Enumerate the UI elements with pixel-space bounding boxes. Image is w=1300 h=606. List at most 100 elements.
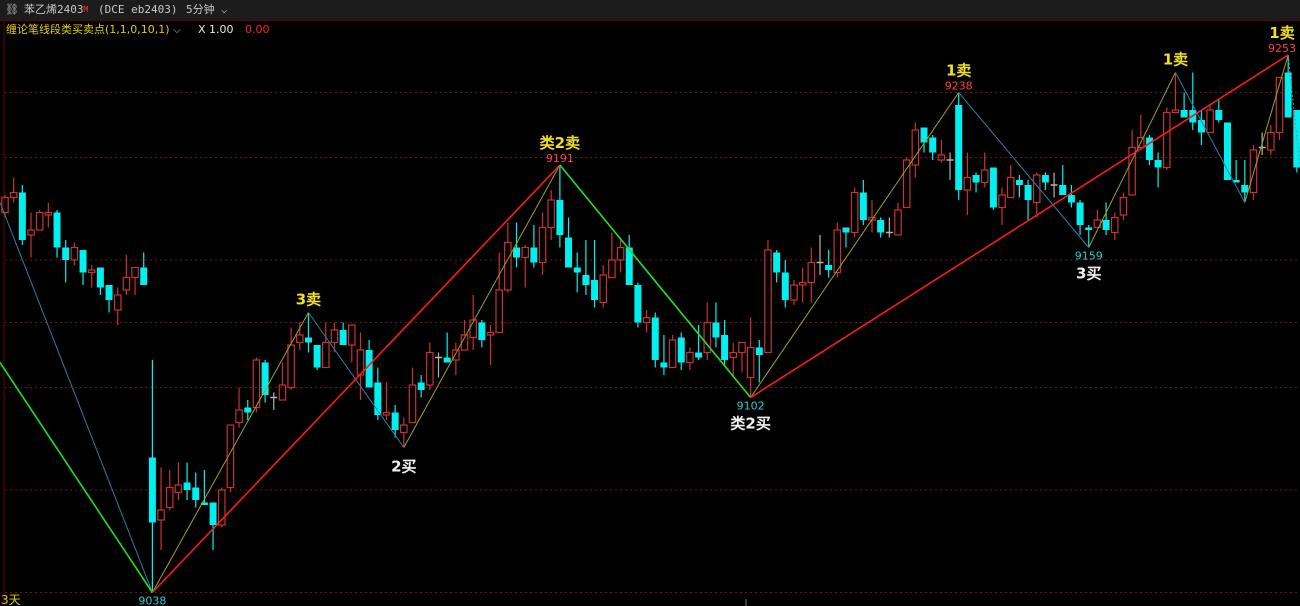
pivot-low-price: 9038 — [138, 595, 166, 606]
candle — [183, 462, 191, 500]
candle-body — [937, 154, 946, 161]
candle-body — [998, 194, 1006, 209]
period-selector[interactable]: 5分钟 ⌵ — [186, 0, 227, 21]
candle — [902, 157, 911, 209]
candle — [313, 345, 321, 370]
candle — [87, 265, 96, 288]
chevron-down-icon: ⌵ — [221, 5, 228, 16]
indicator-selector[interactable]: 缠论笔线段类买卖点(1,1,0,10,1) ⌵ — [6, 21, 181, 39]
candle — [790, 280, 798, 305]
candle — [850, 187, 859, 238]
candle — [330, 322, 339, 353]
candle — [504, 222, 512, 293]
candle — [270, 392, 278, 410]
candle-body — [877, 220, 885, 233]
exchange-code: (DCE eb2403) — [98, 3, 178, 16]
candle — [616, 237, 625, 273]
candle-body — [599, 274, 608, 304]
candle — [695, 325, 703, 360]
candle — [435, 352, 442, 378]
candle — [989, 167, 997, 210]
candle-body — [495, 289, 503, 334]
candle-body — [70, 246, 79, 261]
candle-body — [642, 316, 651, 324]
candle — [70, 242, 79, 265]
stroke-line — [1244, 54, 1289, 203]
sell-signal-label: 1卖 — [946, 62, 971, 80]
candle — [816, 235, 824, 275]
candle — [963, 152, 972, 215]
stroke-line — [1088, 72, 1176, 248]
candle-body — [217, 489, 226, 526]
candle-body — [365, 350, 373, 388]
candle-body — [1197, 120, 1205, 133]
candle — [443, 332, 451, 363]
candle-body — [113, 294, 122, 311]
candle-body — [486, 331, 495, 336]
candle — [1293, 110, 1300, 173]
candle — [252, 357, 261, 413]
segment-line — [151, 164, 561, 594]
sell-signal-label: 类2卖 — [540, 134, 580, 152]
candle — [703, 302, 712, 360]
candle-body — [1162, 111, 1171, 169]
candle — [113, 287, 122, 325]
candle-body — [1249, 149, 1258, 194]
candle-body — [608, 259, 616, 279]
candle-body — [911, 129, 920, 166]
candle-body — [798, 281, 807, 286]
candle — [382, 382, 391, 420]
candle-body — [417, 382, 425, 390]
candle-body — [1206, 109, 1214, 134]
candle — [287, 327, 295, 390]
candle — [591, 240, 599, 308]
candle — [165, 470, 174, 510]
candle — [35, 210, 44, 231]
candle — [547, 190, 556, 240]
candle — [131, 266, 139, 295]
candle — [677, 332, 685, 370]
candle-body — [9, 191, 18, 199]
candle-body — [746, 346, 755, 379]
candle — [391, 405, 399, 438]
candle-body — [738, 341, 746, 354]
candle — [105, 285, 113, 313]
candle-body — [1128, 146, 1136, 196]
segment-line — [0, 362, 154, 593]
candle-body — [582, 275, 590, 285]
candle-body — [972, 175, 980, 183]
candle-body — [616, 246, 625, 261]
candle-body — [79, 250, 87, 273]
sell-signal-label: 1卖 — [1163, 51, 1188, 69]
chain-link-icon[interactable]: ⛓ — [5, 3, 19, 16]
symbol-flag: M — [83, 5, 89, 14]
candle — [842, 227, 850, 248]
candle — [495, 252, 503, 334]
candle — [608, 232, 616, 279]
candle — [295, 322, 304, 350]
symbol-selector[interactable]: 苯乙烯2403 M — [24, 0, 88, 20]
candle — [634, 282, 642, 328]
candle-body — [703, 321, 712, 354]
candle-body — [530, 247, 538, 263]
candle-body — [348, 324, 356, 346]
candle — [1180, 92, 1188, 118]
candle-body — [513, 247, 521, 258]
symbol-name: 苯乙烯2403 — [24, 3, 84, 16]
candle — [148, 360, 156, 593]
candle — [244, 400, 252, 420]
candle — [304, 312, 312, 353]
candle — [1085, 225, 1093, 248]
candle-body — [781, 272, 789, 300]
candle — [764, 240, 772, 354]
candle — [721, 320, 729, 365]
candle — [686, 347, 694, 370]
candle-body — [148, 457, 156, 523]
candle-body — [712, 322, 720, 338]
candle — [885, 217, 893, 238]
candle — [1206, 105, 1214, 134]
candle — [746, 317, 755, 398]
candle — [877, 217, 885, 238]
candle — [217, 487, 226, 528]
